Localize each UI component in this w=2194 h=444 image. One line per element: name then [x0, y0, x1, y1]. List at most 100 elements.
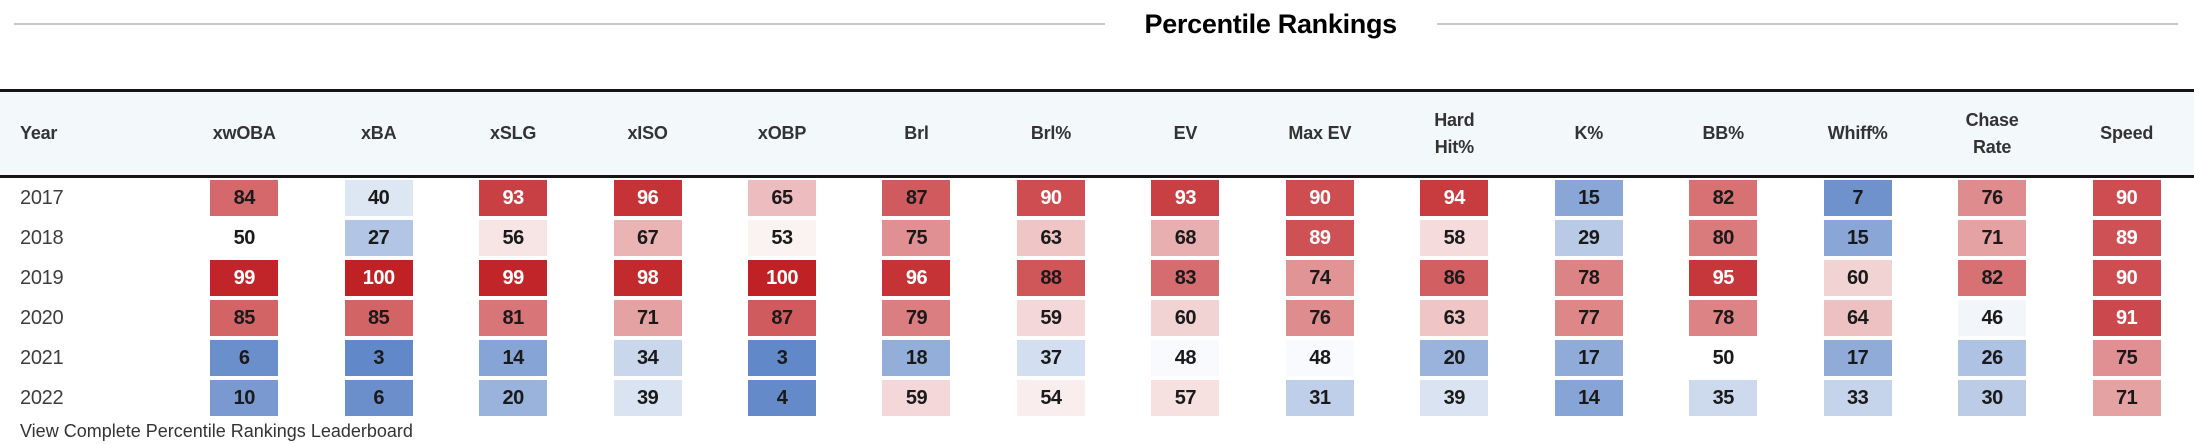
- stat-cell: 100: [715, 258, 849, 298]
- percentile-value-box: 96: [882, 260, 951, 296]
- stat-cell: 35: [1656, 378, 1790, 418]
- stat-cell: 14: [446, 338, 580, 378]
- stat-cell: 90: [2059, 177, 2194, 219]
- header-row: Year xwOBA xBA xSLG xISO xOBP Brl Brl% EV Max EV H…: [0, 90, 2194, 177]
- stat-cell: 94: [1387, 177, 1521, 219]
- title-rule-right: [1436, 23, 2178, 25]
- percentile-value-box: 6: [210, 340, 279, 376]
- percentile-value-box: 95: [1689, 260, 1758, 296]
- stat-column-header: BB%: [1702, 123, 1745, 144]
- stat-cell: 26: [1925, 338, 2059, 378]
- stat-cell: 71: [2059, 378, 2194, 418]
- stat-cell: 89: [2059, 218, 2194, 258]
- stat-column-header: xISO: [627, 123, 668, 144]
- percentile-value-box: 87: [882, 180, 951, 216]
- stat-cell: 90: [984, 177, 1118, 219]
- stat-cell: 76: [1925, 177, 2059, 219]
- percentile-value-box: 100: [344, 260, 413, 296]
- percentile-value-box: 63: [1420, 300, 1489, 336]
- percentile-rankings-table: Year xwOBA xBA xSLG xISO xOBP Brl Brl% EV Max EV H…: [0, 89, 2194, 418]
- percentile-value-box: 17: [1554, 340, 1623, 376]
- table-row: 2021 6 3 14 34 3 18 37 48 48 20 17 50 17 26 75: [0, 338, 2194, 378]
- percentile-value-box: 7: [1823, 180, 1892, 216]
- percentile-value-box: 99: [210, 260, 279, 296]
- percentile-value-box: 74: [1285, 260, 1354, 296]
- stat-cell: 50: [1656, 338, 1790, 378]
- percentile-value-box: 50: [210, 220, 279, 256]
- stat-cell: 37: [984, 338, 1118, 378]
- percentile-value-box: 3: [748, 340, 817, 376]
- year-cell: 2021: [20, 346, 64, 369]
- percentile-value-box: 71: [1958, 220, 2027, 256]
- stat-cell: 17: [1790, 338, 1924, 378]
- stat-column-header: K%: [1574, 123, 1604, 144]
- stat-cell: 50: [177, 218, 311, 258]
- stat-column-header: xBA: [360, 123, 397, 144]
- percentile-value-box: 76: [1285, 300, 1354, 336]
- percentile-value-box: 78: [1554, 260, 1623, 296]
- stat-cell: 31: [1253, 378, 1387, 418]
- percentile-value-box: 20: [1420, 340, 1489, 376]
- table-row: 2022 10 6 20 39 4 59 54 57 31 39 14 35 33 30 71: [0, 378, 2194, 418]
- leaderboard-link[interactable]: View Complete Percentile Rankings Leader…: [20, 421, 413, 441]
- percentile-value-box: 29: [1554, 220, 1623, 256]
- stat-cell: 3: [311, 338, 445, 378]
- percentile-value-box: 53: [748, 220, 817, 256]
- stat-cell: 90: [2059, 258, 2194, 298]
- year-cell: 2018: [20, 226, 64, 249]
- stat-cell: 96: [580, 177, 714, 219]
- stat-cell: 96: [849, 258, 983, 298]
- stat-column-header: Whiff%: [1827, 123, 1888, 144]
- stat-cell: 91: [2059, 298, 2194, 338]
- percentile-value-box: 85: [210, 300, 279, 336]
- stat-cell: 60: [1118, 298, 1252, 338]
- percentile-value-box: 82: [1689, 180, 1758, 216]
- stat-cell: 54: [984, 378, 1118, 418]
- stat-cell: 63: [984, 218, 1118, 258]
- stat-cell: 18: [849, 338, 983, 378]
- percentile-value-box: 57: [1151, 380, 1220, 416]
- percentile-value-box: 35: [1689, 380, 1758, 416]
- stat-cell: 63: [1387, 298, 1521, 338]
- stat-cell: 99: [446, 258, 580, 298]
- stat-cell: 79: [849, 298, 983, 338]
- percentile-value-box: 90: [2092, 180, 2161, 216]
- percentile-value-box: 87: [748, 300, 817, 336]
- percentile-value-box: 77: [1554, 300, 1623, 336]
- percentile-value-box: 63: [1016, 220, 1085, 256]
- percentile-value-box: 68: [1151, 220, 1220, 256]
- stat-cell: 15: [1522, 177, 1656, 219]
- percentile-value-box: 18: [882, 340, 951, 376]
- percentile-value-box: 14: [479, 340, 548, 376]
- percentile-value-box: 40: [344, 180, 413, 216]
- stat-cell: 59: [849, 378, 983, 418]
- table-row: 2017 84 40 93 96 65 87 90 93 90 94 15 82 7 76 90: [0, 177, 2194, 219]
- percentile-value-box: 64: [1823, 300, 1892, 336]
- percentile-value-box: 94: [1420, 180, 1489, 216]
- stat-cell: 7: [1790, 177, 1924, 219]
- percentile-value-box: 15: [1554, 180, 1623, 216]
- percentile-value-box: 39: [1420, 380, 1489, 416]
- percentile-value-box: 99: [479, 260, 548, 296]
- percentile-value-box: 81: [479, 300, 548, 336]
- stat-cell: 59: [984, 298, 1118, 338]
- percentile-value-box: 98: [613, 260, 682, 296]
- percentile-value-box: 56: [479, 220, 548, 256]
- stat-cell: 65: [715, 177, 849, 219]
- stat-cell: 78: [1656, 298, 1790, 338]
- title-row: Percentile Rankings: [0, 8, 2194, 40]
- stat-cell: 33: [1790, 378, 1924, 418]
- stat-cell: 4: [715, 378, 849, 418]
- year-cell: 2020: [20, 306, 64, 329]
- percentile-value-box: 4: [748, 380, 817, 416]
- percentile-value-box: 100: [748, 260, 817, 296]
- percentile-value-box: 14: [1554, 380, 1623, 416]
- stat-cell: 88: [984, 258, 1118, 298]
- stat-cell: 76: [1253, 298, 1387, 338]
- percentile-value-box: 90: [2092, 260, 2161, 296]
- percentile-value-box: 89: [1285, 220, 1354, 256]
- percentile-value-box: 30: [1958, 380, 2027, 416]
- stat-column-header: Brl%: [1030, 123, 1072, 144]
- percentile-value-box: 58: [1420, 220, 1489, 256]
- percentile-value-box: 33: [1823, 380, 1892, 416]
